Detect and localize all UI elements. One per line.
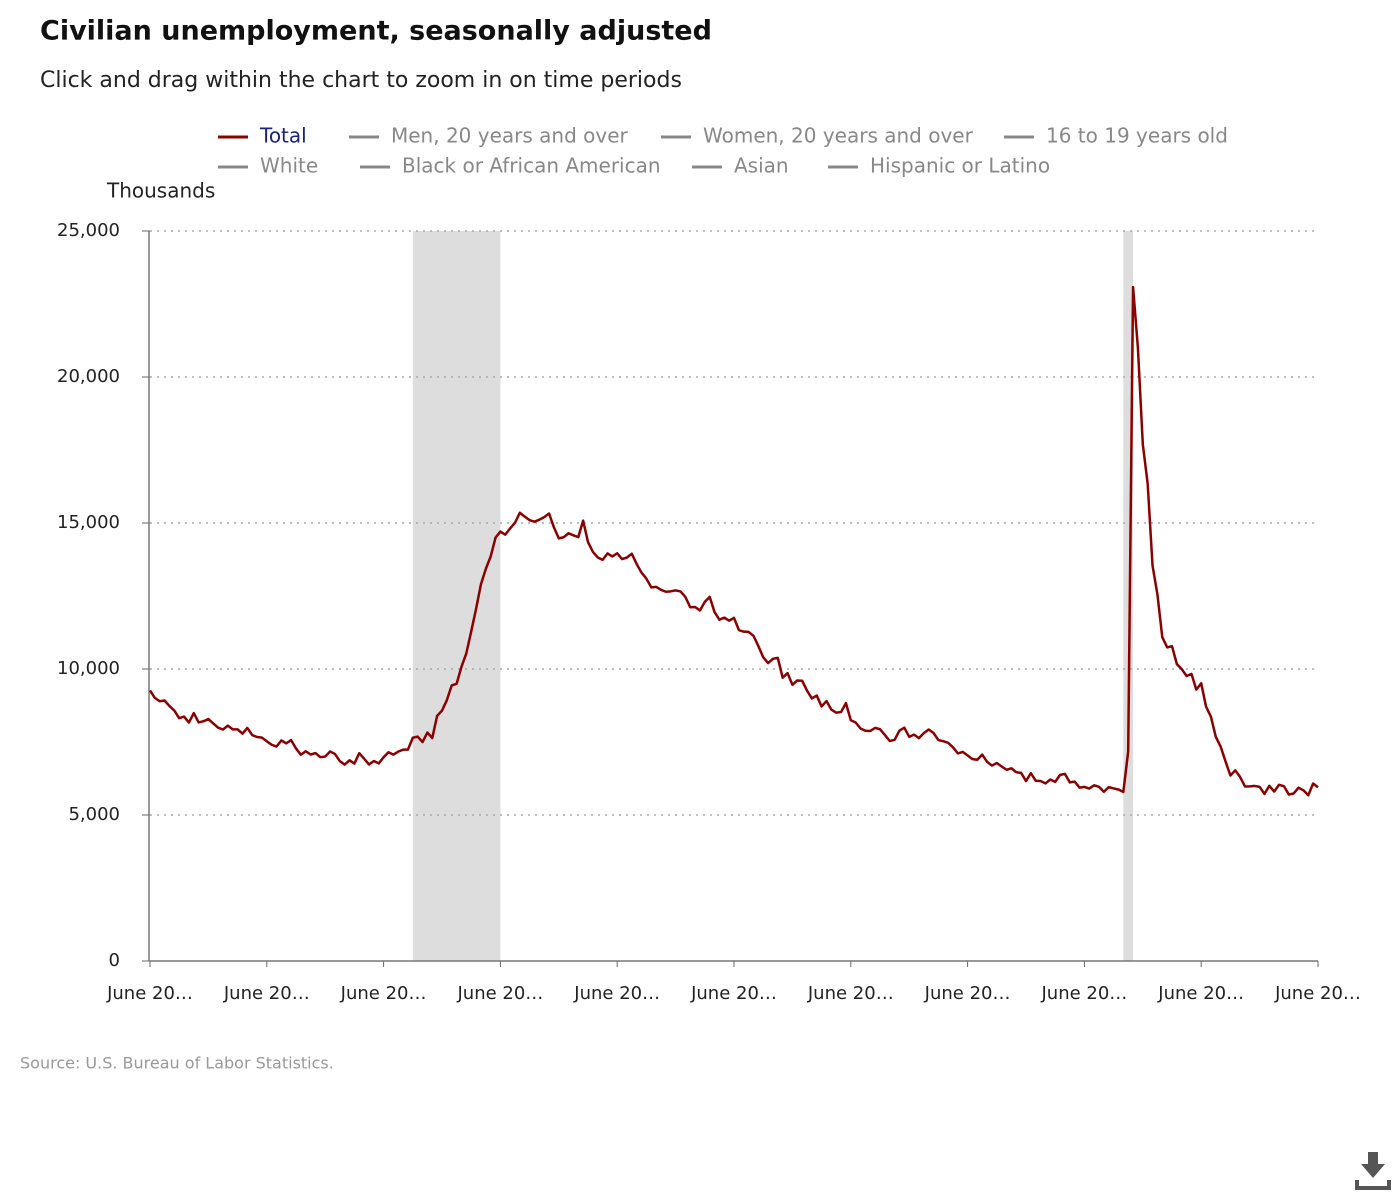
x-tick-label: June 20… bbox=[1040, 983, 1127, 1004]
x-tick-label: June 20… bbox=[1274, 983, 1361, 1004]
legend-item[interactable]: 16 to 19 years old bbox=[1004, 124, 1228, 148]
series-line bbox=[148, 285, 1319, 797]
chart-subtitle: Click and drag within the chart to zoom … bbox=[40, 68, 682, 93]
legend-label: Black or African American bbox=[402, 154, 661, 178]
chart-title: Civilian unemployment, seasonally adjust… bbox=[40, 16, 712, 47]
legend-item[interactable]: White bbox=[218, 154, 318, 178]
legend-label: Women, 20 years and over bbox=[703, 124, 974, 148]
x-tick-label: June 20… bbox=[456, 983, 543, 1004]
x-tick-label: June 20… bbox=[924, 983, 1011, 1004]
x-tick-label: June 20… bbox=[690, 983, 777, 1004]
legend-item[interactable]: Men, 20 years and over bbox=[349, 124, 629, 148]
y-tick-label: 5,000 bbox=[68, 804, 120, 825]
legend-label: Men, 20 years and over bbox=[391, 124, 629, 148]
x-tick-label: June 20… bbox=[106, 983, 193, 1004]
y-tick-label: 25,000 bbox=[57, 220, 120, 241]
y-tick-label: 15,000 bbox=[57, 512, 120, 533]
download-button[interactable] bbox=[1355, 1152, 1391, 1190]
legend-label: White bbox=[260, 154, 318, 178]
legend-label: Hispanic or Latino bbox=[870, 154, 1050, 178]
shaded-period bbox=[1123, 231, 1134, 961]
legend-item[interactable]: Black or African American bbox=[360, 154, 661, 178]
x-tick-label: June 20… bbox=[223, 983, 310, 1004]
y-axis-label: Thousands bbox=[106, 179, 215, 203]
legend-item[interactable]: Total bbox=[218, 124, 307, 148]
legend-label: 16 to 19 years old bbox=[1046, 124, 1228, 148]
x-tick-label: June 20… bbox=[573, 983, 660, 1004]
legend-item[interactable]: Asian bbox=[692, 154, 789, 178]
x-tick-label: June 20… bbox=[807, 983, 894, 1004]
shaded-period bbox=[412, 231, 501, 961]
legend-label: Asian bbox=[734, 154, 789, 178]
y-tick-label: 10,000 bbox=[57, 658, 120, 679]
legend-item[interactable]: Hispanic or Latino bbox=[828, 154, 1050, 178]
source-note: Source: U.S. Bureau of Labor Statistics. bbox=[20, 1054, 334, 1073]
legend-label: Total bbox=[259, 124, 307, 148]
x-tick-label: June 20… bbox=[340, 983, 427, 1004]
legend-item[interactable]: Women, 20 years and over bbox=[661, 124, 974, 148]
y-tick-label: 20,000 bbox=[57, 366, 120, 387]
x-tick-label: June 20… bbox=[1157, 983, 1244, 1004]
y-tick-label: 0 bbox=[109, 950, 120, 971]
